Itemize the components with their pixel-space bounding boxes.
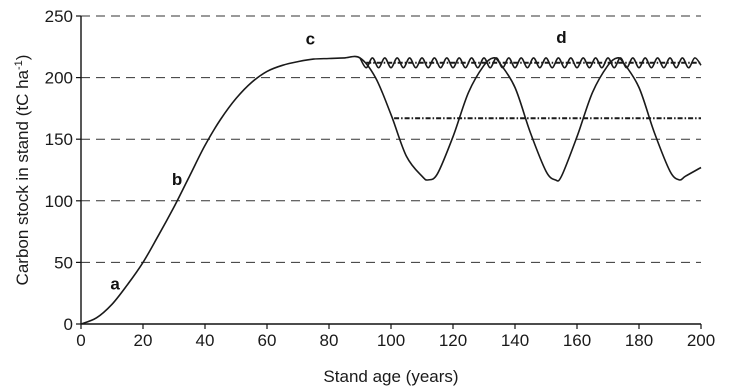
x-tick-label-160: 160 [563,331,591,350]
x-tick-label-200: 200 [687,331,715,350]
x-tick-label-140: 140 [501,331,529,350]
y-tick-label-100: 100 [45,192,73,211]
y-axis-label-sup: -1 [13,60,25,70]
y-tick-label-150: 150 [45,130,73,149]
annotation-b: b [172,170,182,189]
series-lines [80,55,702,325]
x-tick-label-180: 180 [625,331,653,350]
annotations: a b c d [110,28,566,293]
series-line-1 [80,55,702,325]
x-tick-label-60: 60 [258,331,277,350]
x-tick-label-120: 120 [439,331,467,350]
axes [76,15,702,329]
x-tick-label-100: 100 [377,331,405,350]
series-line-2 [359,57,702,69]
grid-lines [81,15,701,263]
x-tick-label-20: 20 [134,331,153,350]
x-axis-label: Stand age (years) [323,367,458,386]
y-tick-label-250: 250 [45,7,73,26]
y-axis-label: Carbon stock in stand (tC ha-1) [13,55,32,286]
x-tick-label-0: 0 [76,331,85,350]
y-tick-label-50: 50 [54,253,73,272]
y-axis-label-close: ) [13,55,32,61]
annotation-c: c [306,29,315,48]
y-tick-label-0: 0 [64,315,73,334]
tick-labels: 0 50 100 150 200 250 0 20 40 60 80 100 120 140 160 180 2… [45,7,716,350]
annotation-d: d [556,28,566,47]
annotation-a: a [110,275,120,294]
y-axis-label-main: Carbon stock in stand (tC ha [13,69,32,285]
x-tick-label-80: 80 [320,331,339,350]
x-tick-label-40: 40 [196,331,215,350]
y-tick-label-200: 200 [45,69,73,88]
